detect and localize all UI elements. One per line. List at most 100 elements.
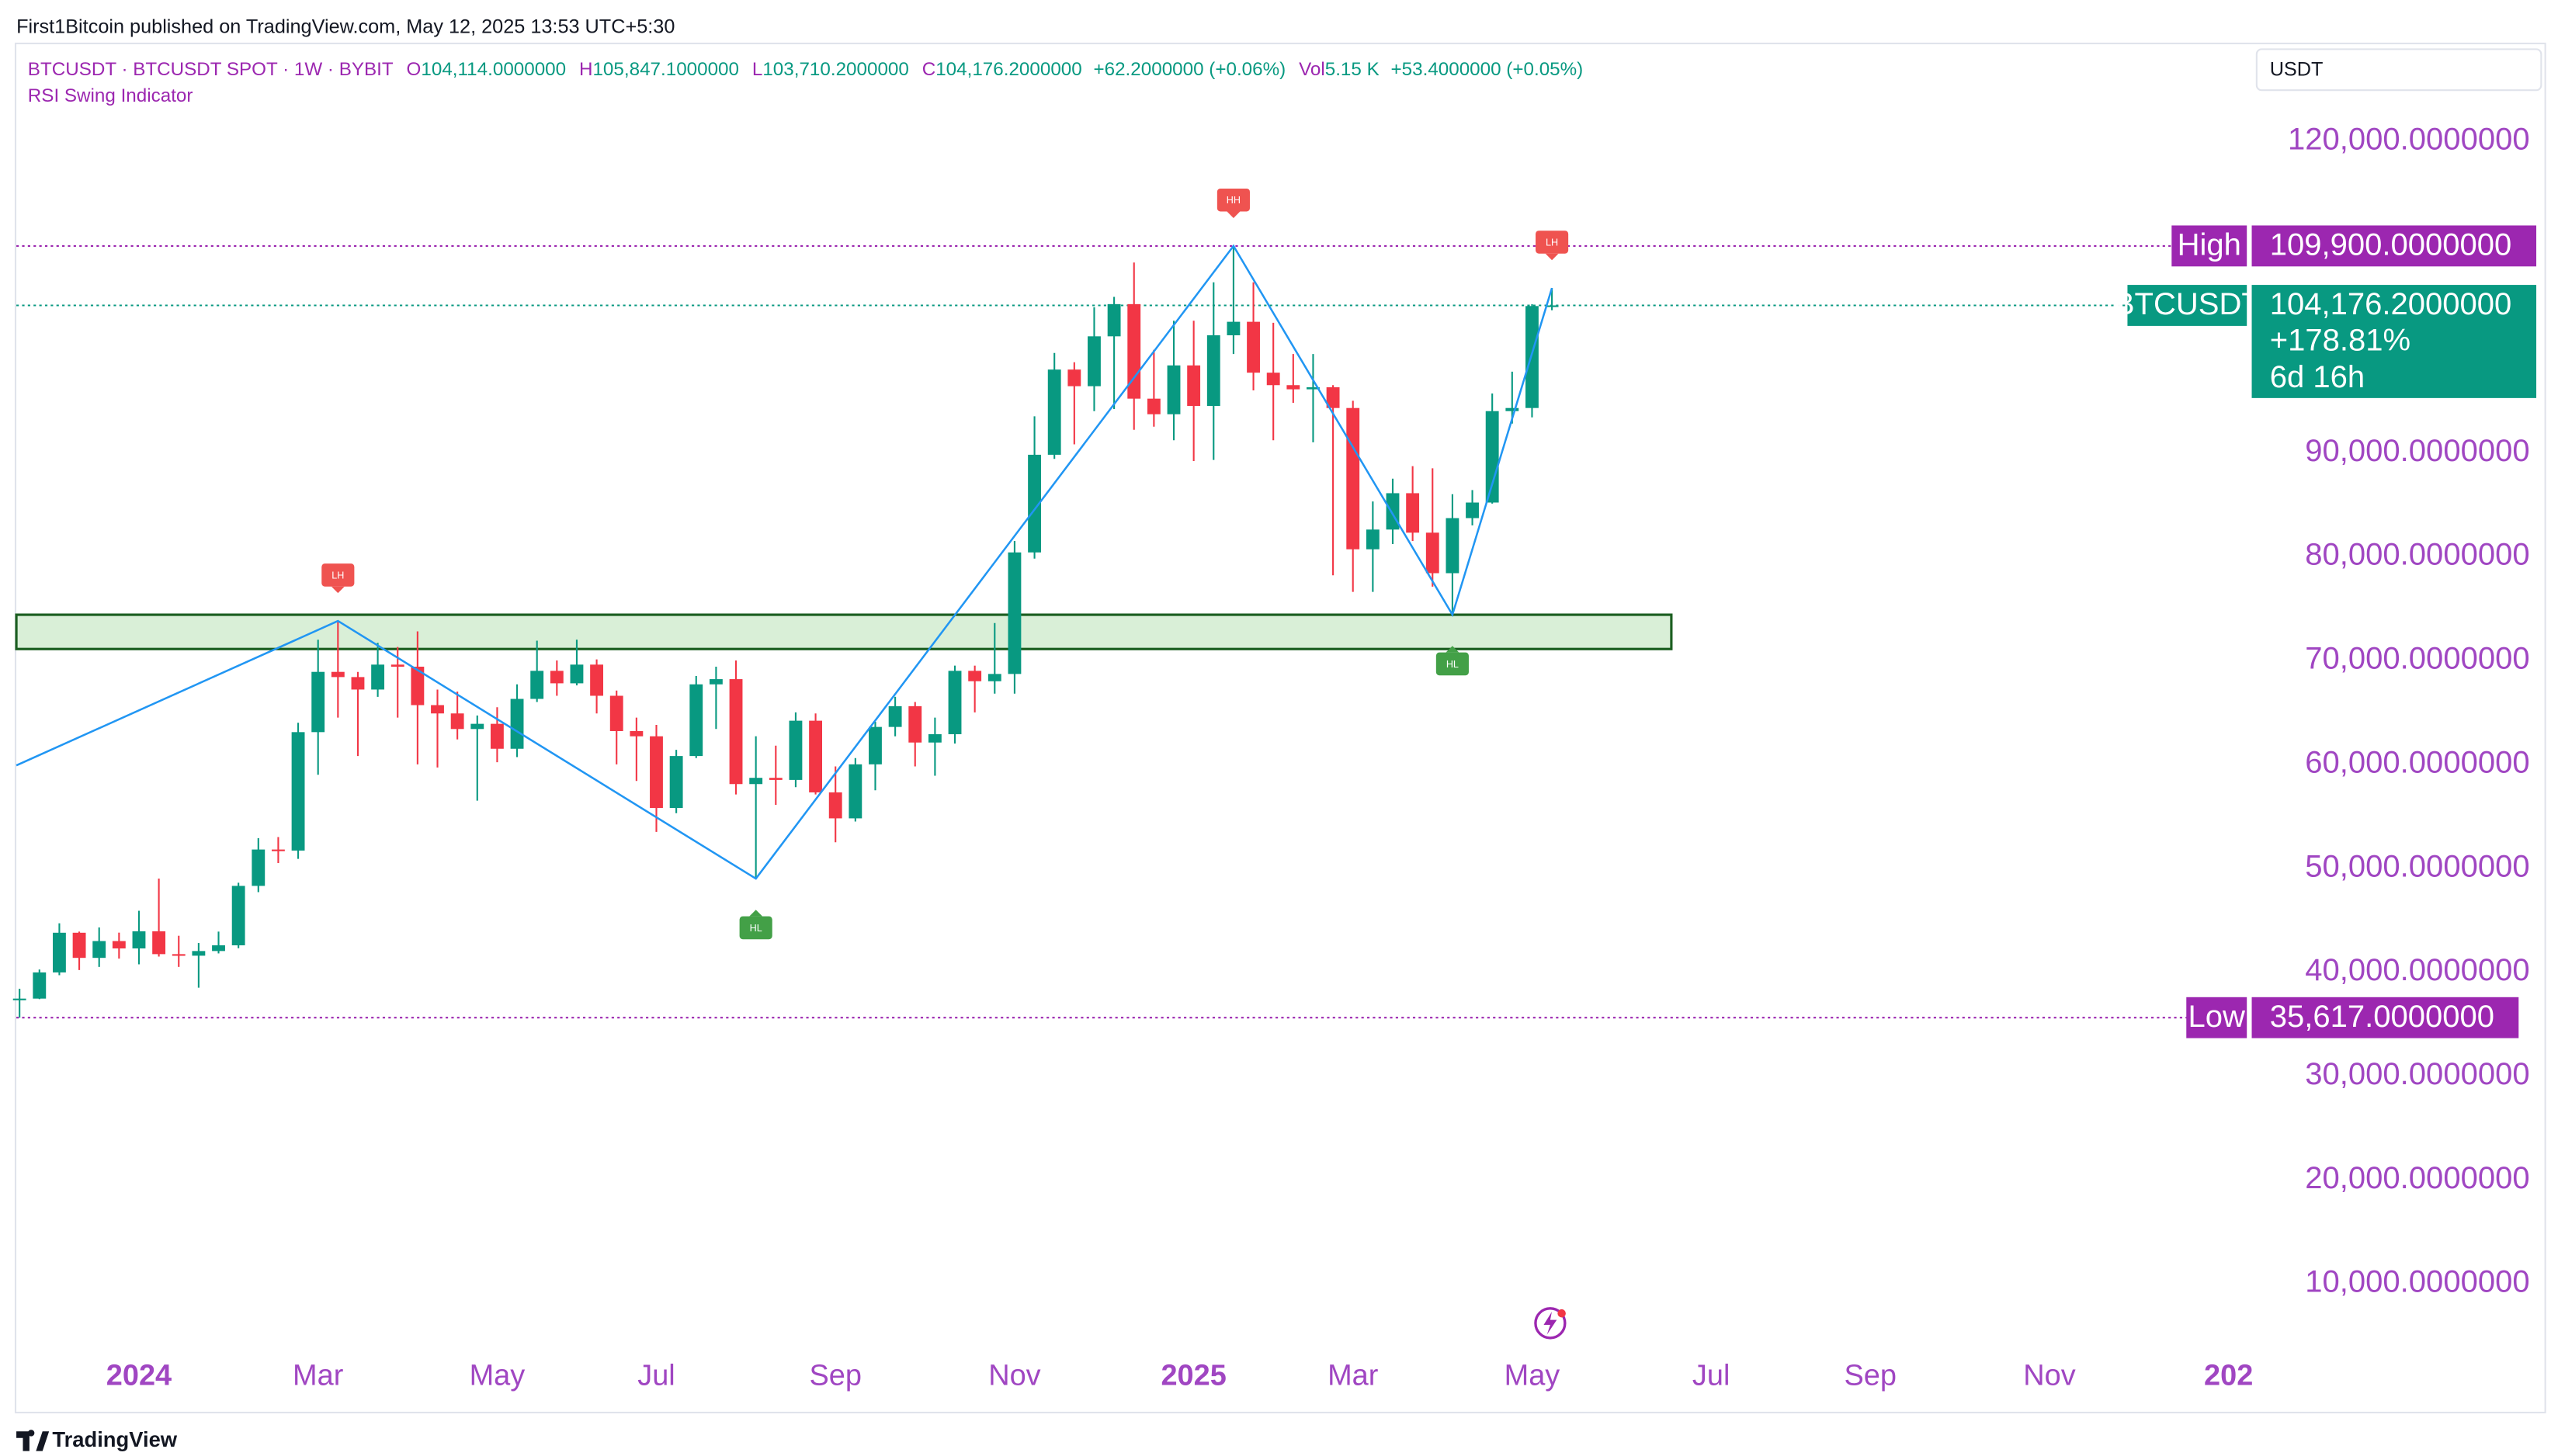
swing-label-box bbox=[1435, 652, 1469, 676]
candle-body bbox=[1466, 502, 1479, 518]
candle-body bbox=[928, 734, 942, 743]
candle-body bbox=[1266, 373, 1280, 386]
candle-body bbox=[1505, 407, 1519, 411]
y-tick-label: 120,000.0000000 bbox=[2288, 122, 2530, 156]
swing-label-text: HH bbox=[1227, 195, 1241, 206]
x-tick-label: Sep bbox=[1845, 1360, 1897, 1392]
candle-body bbox=[1067, 369, 1081, 387]
candle-body bbox=[570, 664, 584, 684]
lightning-icon[interactable] bbox=[1534, 1307, 1567, 1340]
candle-body bbox=[609, 695, 623, 731]
candle-body bbox=[1366, 529, 1380, 549]
swing-label-pointer bbox=[749, 910, 763, 917]
candle-body bbox=[1167, 365, 1181, 414]
candle-body bbox=[1147, 398, 1161, 414]
swing-label: HH bbox=[1216, 188, 1250, 218]
candle-body bbox=[1425, 532, 1439, 574]
icon-ring bbox=[1534, 1307, 1567, 1340]
legend-value: 104,114.0000000 bbox=[421, 59, 566, 80]
legend-value: 5.15 K bbox=[1325, 59, 1380, 80]
candle-body bbox=[212, 945, 225, 952]
candle-body bbox=[490, 723, 504, 749]
candle-body bbox=[849, 764, 862, 819]
x-tick-label: May bbox=[470, 1360, 526, 1392]
candle-body bbox=[630, 730, 644, 737]
candle-body bbox=[291, 732, 305, 851]
x-tick-label: 202 bbox=[2204, 1360, 2253, 1392]
currency-box[interactable] bbox=[2255, 48, 2542, 92]
level-value: 104,176.2000000 bbox=[2270, 287, 2512, 321]
swing-line bbox=[16, 244, 1553, 880]
x-tick-label: Mar bbox=[1328, 1360, 1379, 1392]
candle-body bbox=[1088, 336, 1101, 387]
y-tick-label: 50,000.0000000 bbox=[2305, 849, 2529, 883]
swing-label-box bbox=[321, 563, 355, 587]
candle-body bbox=[1206, 335, 1220, 407]
x-tick-label: Jul bbox=[1692, 1360, 1730, 1392]
candle-body bbox=[1107, 303, 1121, 337]
candle-body bbox=[669, 756, 683, 809]
x-tick-label: May bbox=[1505, 1360, 1560, 1392]
x-tick-label: Mar bbox=[293, 1360, 344, 1392]
swing-label-pointer bbox=[1446, 646, 1459, 653]
swing-label-text: LH bbox=[1546, 237, 1558, 248]
candle-body bbox=[888, 705, 902, 727]
indicator-name: RSI Swing Indicator bbox=[28, 85, 193, 106]
candle-body bbox=[411, 666, 425, 705]
candle-body bbox=[1008, 552, 1022, 674]
candle-body bbox=[92, 941, 106, 959]
candle-body bbox=[271, 849, 285, 851]
candle-body bbox=[231, 886, 245, 945]
candle-body bbox=[470, 723, 484, 730]
level-name-box bbox=[2127, 285, 2247, 326]
candle-body bbox=[390, 664, 404, 667]
candle-body bbox=[53, 932, 66, 972]
candle-body bbox=[709, 679, 723, 685]
x-tick-label: Nov bbox=[988, 1360, 1040, 1392]
legend-key: C bbox=[922, 59, 935, 80]
candle-body bbox=[689, 684, 703, 757]
candle-body bbox=[1386, 493, 1400, 530]
x-tick-label: Jul bbox=[637, 1360, 675, 1392]
level-name: BTCUSDT bbox=[2114, 287, 2261, 321]
swing-label-box bbox=[1536, 231, 1569, 254]
level-value-box bbox=[2251, 997, 2519, 1038]
level-extra: 6d 16h bbox=[2270, 360, 2365, 394]
candle-body bbox=[172, 954, 186, 956]
logo-shape bbox=[16, 1430, 50, 1451]
candle-body bbox=[331, 671, 345, 678]
candle-body bbox=[987, 674, 1001, 681]
support-zone bbox=[15, 613, 1673, 650]
level-name-box bbox=[2171, 225, 2247, 267]
legend-value: +62.2000000 (+0.06%) bbox=[1093, 59, 1286, 80]
swing-label-pointer bbox=[1227, 211, 1241, 218]
candle-body bbox=[1187, 365, 1201, 407]
legend-symbol: BTCUSDT · BTCUSDT SPOT · 1W · BYBIT bbox=[28, 59, 394, 80]
candle-body bbox=[72, 932, 86, 959]
candle-body bbox=[749, 778, 763, 785]
candle-body bbox=[450, 713, 464, 730]
swing-label-box bbox=[1216, 188, 1250, 212]
candle-body bbox=[12, 998, 26, 1000]
x-tick-label: Nov bbox=[2023, 1360, 2075, 1392]
x-tick-label: Sep bbox=[809, 1360, 861, 1392]
candle-body bbox=[371, 664, 385, 690]
x-tick-label: 2024 bbox=[106, 1360, 172, 1392]
candle-body bbox=[351, 677, 365, 690]
swing-label-text: LH bbox=[331, 570, 344, 581]
candle-body bbox=[33, 972, 47, 999]
candle-body bbox=[1545, 305, 1559, 307]
candle-body bbox=[1525, 306, 1539, 408]
swing-label-pointer bbox=[331, 586, 345, 594]
candle-body bbox=[1227, 321, 1241, 335]
candle-body bbox=[1485, 411, 1499, 503]
candle-body bbox=[550, 671, 564, 684]
y-tick-label: 30,000.0000000 bbox=[2305, 1057, 2529, 1091]
candle-body bbox=[252, 849, 266, 886]
currency: USDT bbox=[2270, 59, 2324, 81]
level-name: Low bbox=[2188, 1000, 2246, 1034]
candle-body bbox=[869, 726, 882, 764]
brand-logo bbox=[16, 1430, 50, 1451]
